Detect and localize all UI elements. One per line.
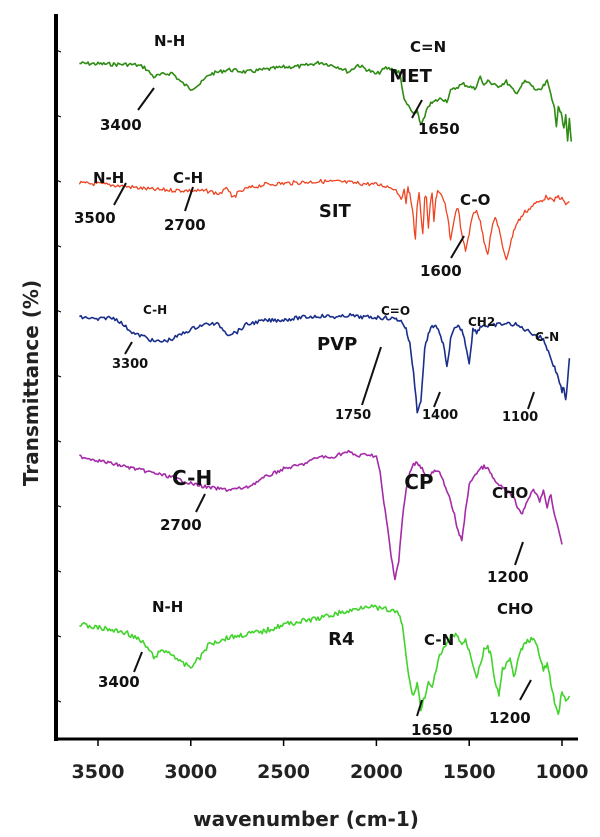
y-tick bbox=[55, 114, 62, 118]
x-tick-label: 2000 bbox=[350, 761, 403, 783]
y-tick bbox=[55, 634, 62, 638]
peak-wavenumber-label: 1650 bbox=[418, 120, 460, 138]
peak-wavenumber-label: 1750 bbox=[335, 408, 371, 423]
y-tick bbox=[55, 699, 62, 703]
peak-wavenumber-label: 2700 bbox=[164, 216, 206, 234]
y-tick bbox=[55, 309, 62, 313]
peak-group-label: N-H bbox=[93, 169, 124, 187]
peak-group-label: C=N bbox=[410, 38, 446, 56]
spectrum-line-sit bbox=[78, 178, 570, 261]
x-tick-label: 1500 bbox=[443, 761, 496, 783]
x-tick-label: 3000 bbox=[164, 761, 217, 783]
peak-group-label: C-O bbox=[460, 191, 490, 209]
spectrum-line-pvp bbox=[79, 312, 571, 414]
peak-group-label: N-H bbox=[152, 598, 183, 616]
peak-pointer-line bbox=[184, 186, 194, 212]
x-ticks: 3500 3000 2500 2000 1500 1000 bbox=[72, 739, 589, 783]
y-tick bbox=[55, 569, 62, 573]
peak-pointer-line bbox=[133, 651, 143, 673]
y-axis-title: Transmittance (%) bbox=[19, 280, 43, 486]
peak-wavenumber-label: 3400 bbox=[98, 673, 140, 691]
peak-pointer-line bbox=[124, 341, 133, 355]
spectra-layer bbox=[78, 60, 573, 716]
peak-group-label: C-N bbox=[535, 330, 559, 344]
y-tick bbox=[55, 439, 62, 443]
peak-wavenumber-label: 1200 bbox=[489, 709, 531, 727]
x-axis-title: wavenumber (cm-1) bbox=[193, 807, 419, 831]
x-tick-label: 2500 bbox=[257, 761, 310, 783]
peak-pointer-line bbox=[195, 493, 206, 513]
spectrum-line-r4 bbox=[79, 604, 571, 716]
peak-pointer-line bbox=[361, 346, 382, 406]
axes bbox=[54, 14, 578, 741]
peak-group-label: C-H bbox=[173, 169, 203, 187]
series-label-sit: SIT bbox=[319, 201, 352, 222]
peak-pointer-line bbox=[113, 182, 127, 206]
peak-pointer-line bbox=[411, 99, 423, 119]
peak-group-label: N-H bbox=[154, 32, 185, 50]
x-tick-label: 3500 bbox=[72, 761, 125, 783]
series-label-r4: R4 bbox=[328, 629, 354, 650]
y-ticks bbox=[55, 49, 62, 703]
peak-group-label: C=O bbox=[381, 304, 410, 318]
peak-annotations-layer: MET N-H 3400 C=N 1650 SIT N-H 3500 C-H 2700 C-O 160… bbox=[74, 32, 559, 739]
y-tick bbox=[55, 374, 62, 378]
peak-group-label: CH2 bbox=[468, 315, 495, 329]
y-tick bbox=[55, 49, 62, 53]
y-tick bbox=[55, 179, 62, 183]
peak-wavenumber-label: 1100 bbox=[502, 410, 538, 425]
peak-wavenumber-label: 3400 bbox=[100, 116, 142, 134]
series-label-pvp: PVP bbox=[317, 334, 357, 355]
peak-wavenumber-label: 1650 bbox=[411, 721, 453, 739]
peak-pointer-line bbox=[527, 391, 535, 410]
peak-group-label: CHO bbox=[492, 484, 528, 502]
peak-group-label: C-N bbox=[424, 631, 454, 649]
peak-group-label: CHO bbox=[497, 600, 533, 618]
peak-wavenumber-label: 2700 bbox=[160, 516, 202, 534]
peak-pointer-line bbox=[450, 235, 465, 259]
series-label-cp: CP bbox=[404, 470, 433, 494]
peak-pointer-line bbox=[514, 541, 524, 566]
peak-group-label: C-H bbox=[172, 466, 212, 490]
peak-pointer-line bbox=[433, 391, 441, 408]
y-tick bbox=[55, 504, 62, 508]
peak-pointer-line bbox=[137, 87, 155, 111]
peak-pointer-line bbox=[519, 679, 532, 701]
peak-wavenumber-label: 3300 bbox=[112, 357, 148, 372]
peak-wavenumber-label: 1400 bbox=[422, 408, 458, 423]
peak-group-label: C-H bbox=[143, 303, 167, 317]
spectrum-line-cp bbox=[79, 449, 563, 581]
x-tick-label: 1000 bbox=[536, 761, 589, 783]
y-tick bbox=[55, 244, 62, 248]
peak-wavenumber-label: 1600 bbox=[420, 262, 462, 280]
peak-wavenumber-label: 3500 bbox=[74, 209, 116, 227]
series-label-met: MET bbox=[389, 66, 432, 87]
spectrum-line-met bbox=[79, 60, 573, 142]
peak-wavenumber-label: 1200 bbox=[487, 568, 529, 586]
peak-pointer-line bbox=[416, 699, 423, 717]
